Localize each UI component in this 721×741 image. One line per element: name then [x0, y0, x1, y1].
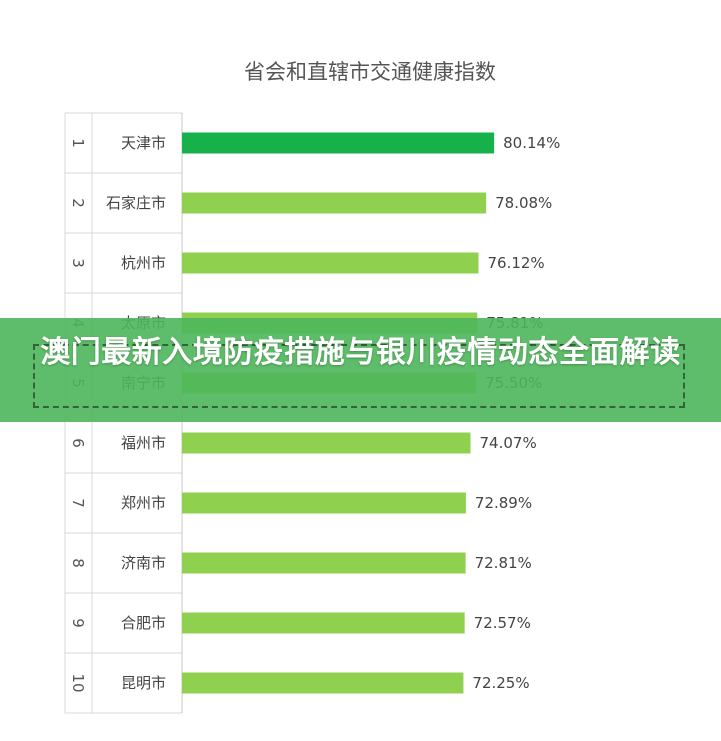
data-label: 78.08% [495, 194, 552, 212]
category-label: 杭州市 [121, 254, 166, 272]
rank-label: 1 [69, 138, 87, 148]
category-label: 合肥市 [121, 614, 166, 632]
data-label: 72.25% [472, 674, 529, 692]
category-label: 郑州市 [121, 494, 166, 512]
title-banner [0, 318, 721, 422]
bar-row: 9 合肥市 72.57% [69, 612, 531, 634]
rank-label: 10 [69, 673, 87, 692]
rank-label: 9 [69, 618, 87, 628]
bar [182, 132, 495, 154]
rank-label: 7 [69, 498, 87, 508]
bar-row: 3 杭州市 76.12% [69, 252, 545, 274]
bar [182, 552, 466, 574]
data-label: 76.12% [487, 254, 544, 272]
bar [182, 672, 464, 694]
chart-title: 省会和直辖市交通健康指数 [244, 60, 496, 84]
rank-label: 6 [69, 438, 87, 448]
bar [182, 432, 471, 454]
bar [182, 492, 466, 514]
data-label: 80.14% [503, 134, 560, 152]
data-label: 74.07% [480, 434, 537, 452]
data-label: 72.89% [475, 494, 532, 512]
banner-title: 澳门最新入境防疫措施与银川疫情动态全面解读 [40, 335, 681, 370]
bar-row: 10 昆明市 72.25% [69, 672, 530, 694]
bar-row: 8 济南市 72.81% [69, 552, 532, 574]
data-label: 72.57% [474, 614, 531, 632]
bar-row: 1 天津市 80.14% [69, 132, 560, 154]
bar-row: 2 石家庄市 78.08% [69, 192, 552, 214]
category-label: 天津市 [121, 134, 166, 152]
category-label: 济南市 [121, 554, 166, 572]
category-label: 昆明市 [121, 674, 166, 692]
bar [182, 192, 487, 214]
rank-label: 8 [69, 558, 87, 568]
bar-row: 6 福州市 74.07% [69, 432, 537, 454]
bar [182, 612, 465, 634]
bar-row: 7 郑州市 72.89% [69, 492, 532, 514]
data-label: 72.81% [475, 554, 532, 572]
category-label: 石家庄市 [106, 194, 166, 212]
category-label: 福州市 [121, 434, 166, 452]
rank-label: 3 [69, 258, 87, 268]
banner-dashed-frame [33, 344, 685, 408]
rank-label: 2 [69, 198, 87, 208]
bar [182, 252, 479, 274]
